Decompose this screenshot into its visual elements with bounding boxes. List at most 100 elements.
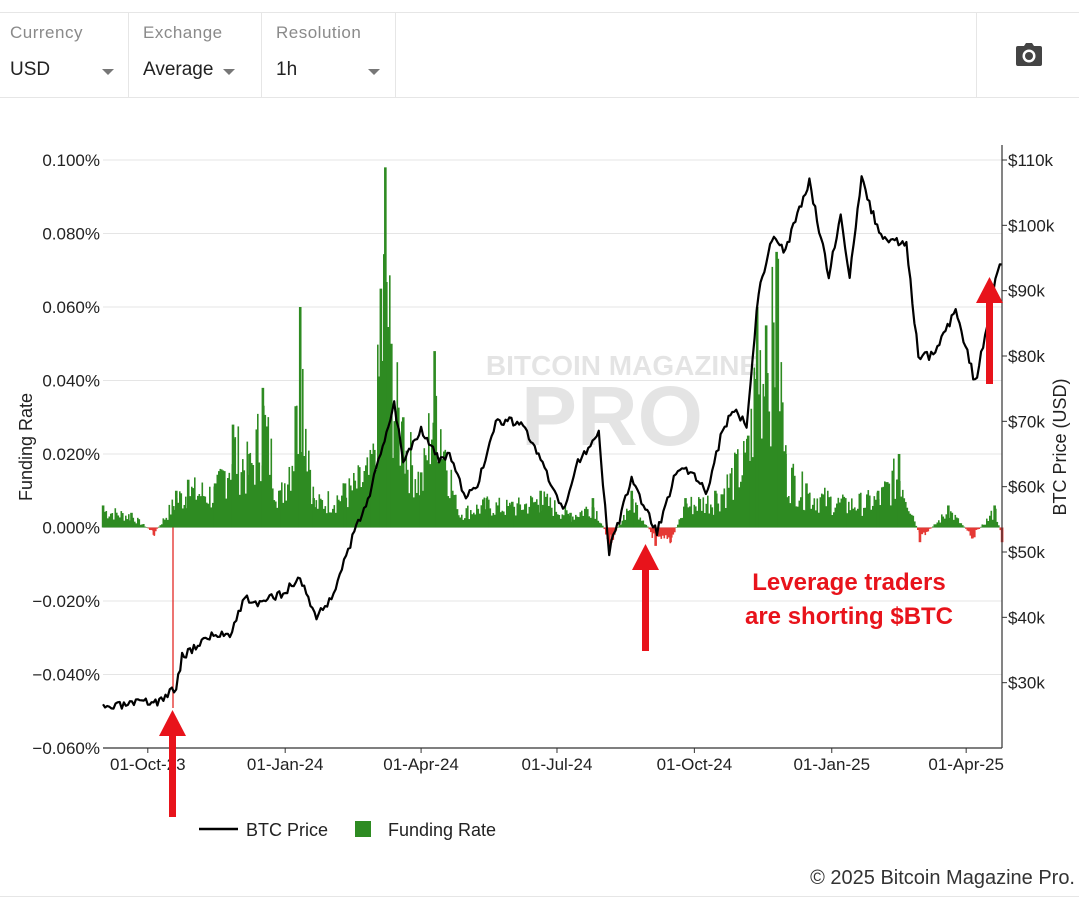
funding-rate-bar [666,527,669,539]
resolution-select[interactable]: Resolution 1h [266,13,396,97]
funding-rate-bar [405,450,408,528]
funding-rate-bar [986,518,988,528]
funding-rate-bar [795,506,798,528]
funding-rate-bar [221,469,223,528]
funding-rate-bar [585,506,588,528]
funding-rate-bar [755,307,759,528]
funding-rate-bar [498,497,501,528]
funding-rate-bar [932,526,934,528]
funding-rate-bar [164,519,166,528]
legend-item-funding-rate[interactable]: Funding Rate [355,820,496,840]
funding-rate-bar [440,429,442,528]
funding-rate-bar [348,478,351,528]
funding-rate-bar [126,519,129,528]
funding-rate-bar [174,490,178,528]
funding-rate-bar [791,467,793,528]
funding-rate-bar [528,506,531,528]
funding-rate-bar [584,508,586,528]
funding-rate-bar [356,488,358,528]
funding-rate-bar [831,515,834,528]
x-tick-label: 01-Oct-23 [110,755,186,774]
x-tick-label: 01-Oct-24 [657,755,733,774]
funding-rate-bar [426,460,429,528]
funding-rate-bar [513,506,516,528]
funding-rate-bar [444,449,447,528]
funding-rate-bar [516,503,519,528]
funding-rate-bar [321,500,324,528]
funding-rate-bar [351,490,354,528]
x-tick-label: 01-Jul-24 [522,755,593,774]
funding-rate-bar [970,527,974,539]
funding-rate-bar [491,515,493,528]
funding-rate-bar [525,503,528,528]
funding-rate-bar [305,428,307,528]
funding-rate-bar [132,517,135,528]
footer-divider [0,896,1079,897]
funding-rate-bar [471,514,474,528]
funding-rate-bar [591,498,595,528]
funding-rate-bar [368,474,370,528]
funding-rate-bar [497,505,499,528]
funding-rate-bar [729,473,732,528]
funding-rate-bar [360,487,363,528]
funding-rate-bar [939,522,942,528]
funding-rate-bar [379,288,383,528]
funding-rate-bar [411,465,414,528]
legend-item-btc-price[interactable]: BTC Price [199,820,328,840]
funding-rate-bar [659,527,661,537]
funding-rate-bar [354,480,357,528]
funding-rate-bar [377,344,379,528]
funding-rate-bar [494,514,496,528]
funding-rate-bar [908,511,910,528]
funding-rate-bar [680,518,682,528]
funding-rate-bar [419,472,423,528]
funding-rate-bar [338,499,340,528]
funding-rate-bar [530,495,532,528]
funding-rate-bar [242,459,244,528]
funding-rate-bar [195,499,198,528]
funding-rate-bar [617,526,619,528]
funding-rate-bar [227,478,229,528]
currency-select[interactable]: Currency USD [0,13,129,97]
funding-rate-bar [852,508,855,528]
y-left-axis-label: Funding Rate [16,393,36,501]
funding-rate-bar [638,519,640,528]
funding-rate-bar [458,515,460,528]
funding-rate-bar [564,506,567,528]
y-left-tick-label: 0.080% [42,225,100,244]
funding-rate-bar [975,527,978,530]
funding-rate-bar [627,510,630,528]
funding-rate-bar [192,488,195,528]
funding-rate-bar [723,488,726,528]
funding-rate-bar [923,527,925,533]
funding-rate-bar [108,516,111,528]
funding-rate-bar [407,469,409,528]
exchange-select[interactable]: Exchange Average [133,13,262,97]
funding-rate-bar [527,513,529,528]
funding-rate-bar [996,521,999,528]
watermark: BITCOIN MAGAZINE PRO [486,350,758,463]
funding-rate-bar [545,496,547,528]
funding-rate-bar [438,457,441,528]
funding-rate-bar [177,502,180,528]
funding-rate-bar [441,459,444,528]
funding-rate-bar [225,498,228,528]
funding-rate-bar [798,500,801,528]
funding-rate-bar [431,439,433,528]
btc-price-line [102,175,1003,710]
funding-rate-bar [342,483,345,528]
funding-rate-bar [681,517,684,528]
funding-rate-bar [911,514,913,528]
funding-rate-bar [492,512,495,528]
funding-rate-bar [738,487,741,528]
funding-rate-bar [101,505,105,528]
funding-rate-bar [716,493,718,528]
funding-rate-bar [887,482,889,528]
funding-rate-bar [573,519,576,528]
screenshot-button[interactable] [976,13,1079,97]
funding-rate-bar [461,514,463,528]
funding-rate-bar [882,486,885,528]
funding-rate-bar [519,504,522,528]
funding-rate-bar [819,497,822,528]
funding-rate-bar [774,387,777,528]
